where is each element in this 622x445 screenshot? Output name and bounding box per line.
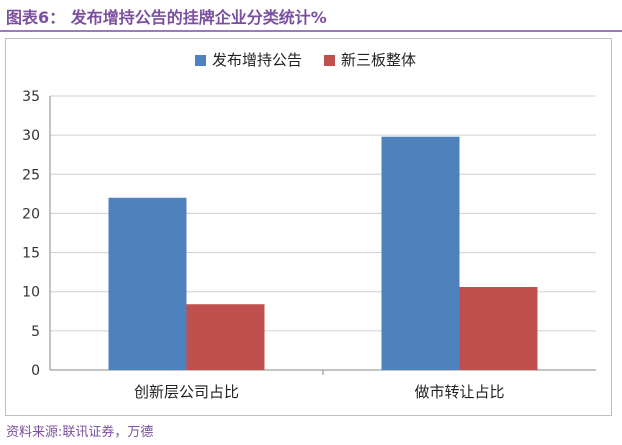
bar-series-b xyxy=(459,287,538,370)
y-tick-label: 10 xyxy=(22,285,40,301)
y-tick-label: 30 xyxy=(22,128,40,144)
chart-title: 图表6： 发布增持公告的挂牌企业分类统计% xyxy=(6,8,327,27)
y-tick-label: 20 xyxy=(22,206,40,222)
x-category-label: 创新层公司占比 xyxy=(134,383,239,401)
y-tick-label: 25 xyxy=(22,167,40,183)
title-divider xyxy=(0,30,622,32)
legend-swatch xyxy=(195,55,206,66)
source-note: 资料来源:联讯证券，万德 xyxy=(6,425,154,440)
y-tick-label: 15 xyxy=(22,246,40,262)
x-category-label: 做市转让占比 xyxy=(414,383,504,401)
bar-series-a xyxy=(108,197,187,370)
legend-label: 新三板整体 xyxy=(341,51,416,69)
y-tick-label: 0 xyxy=(31,363,40,379)
bar-series-a xyxy=(381,136,460,370)
bar-series-b xyxy=(186,304,265,370)
legend-swatch xyxy=(324,55,335,66)
legend-label: 发布增持公告 xyxy=(212,51,302,69)
y-tick-label: 35 xyxy=(22,89,40,105)
y-tick-label: 5 xyxy=(31,324,40,340)
